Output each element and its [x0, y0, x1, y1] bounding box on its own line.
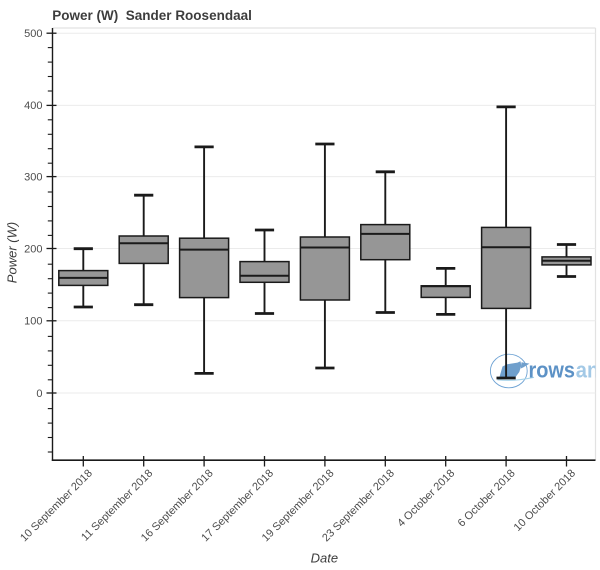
svg-text:100: 100: [24, 316, 42, 328]
svg-text:0: 0: [36, 388, 42, 400]
svg-text:200: 200: [24, 243, 42, 255]
svg-text:Power (W) Sander Roosendaal: Power (W) Sander Roosendaal: [52, 8, 252, 23]
svg-text:Date: Date: [311, 551, 338, 566]
svg-text:300: 300: [24, 171, 42, 183]
svg-text:400: 400: [24, 100, 42, 112]
svg-text:500: 500: [24, 28, 42, 40]
svg-text:rows: rows: [529, 357, 576, 382]
svg-text:Power (W): Power (W): [5, 222, 20, 283]
svg-text:an: an: [576, 357, 600, 382]
